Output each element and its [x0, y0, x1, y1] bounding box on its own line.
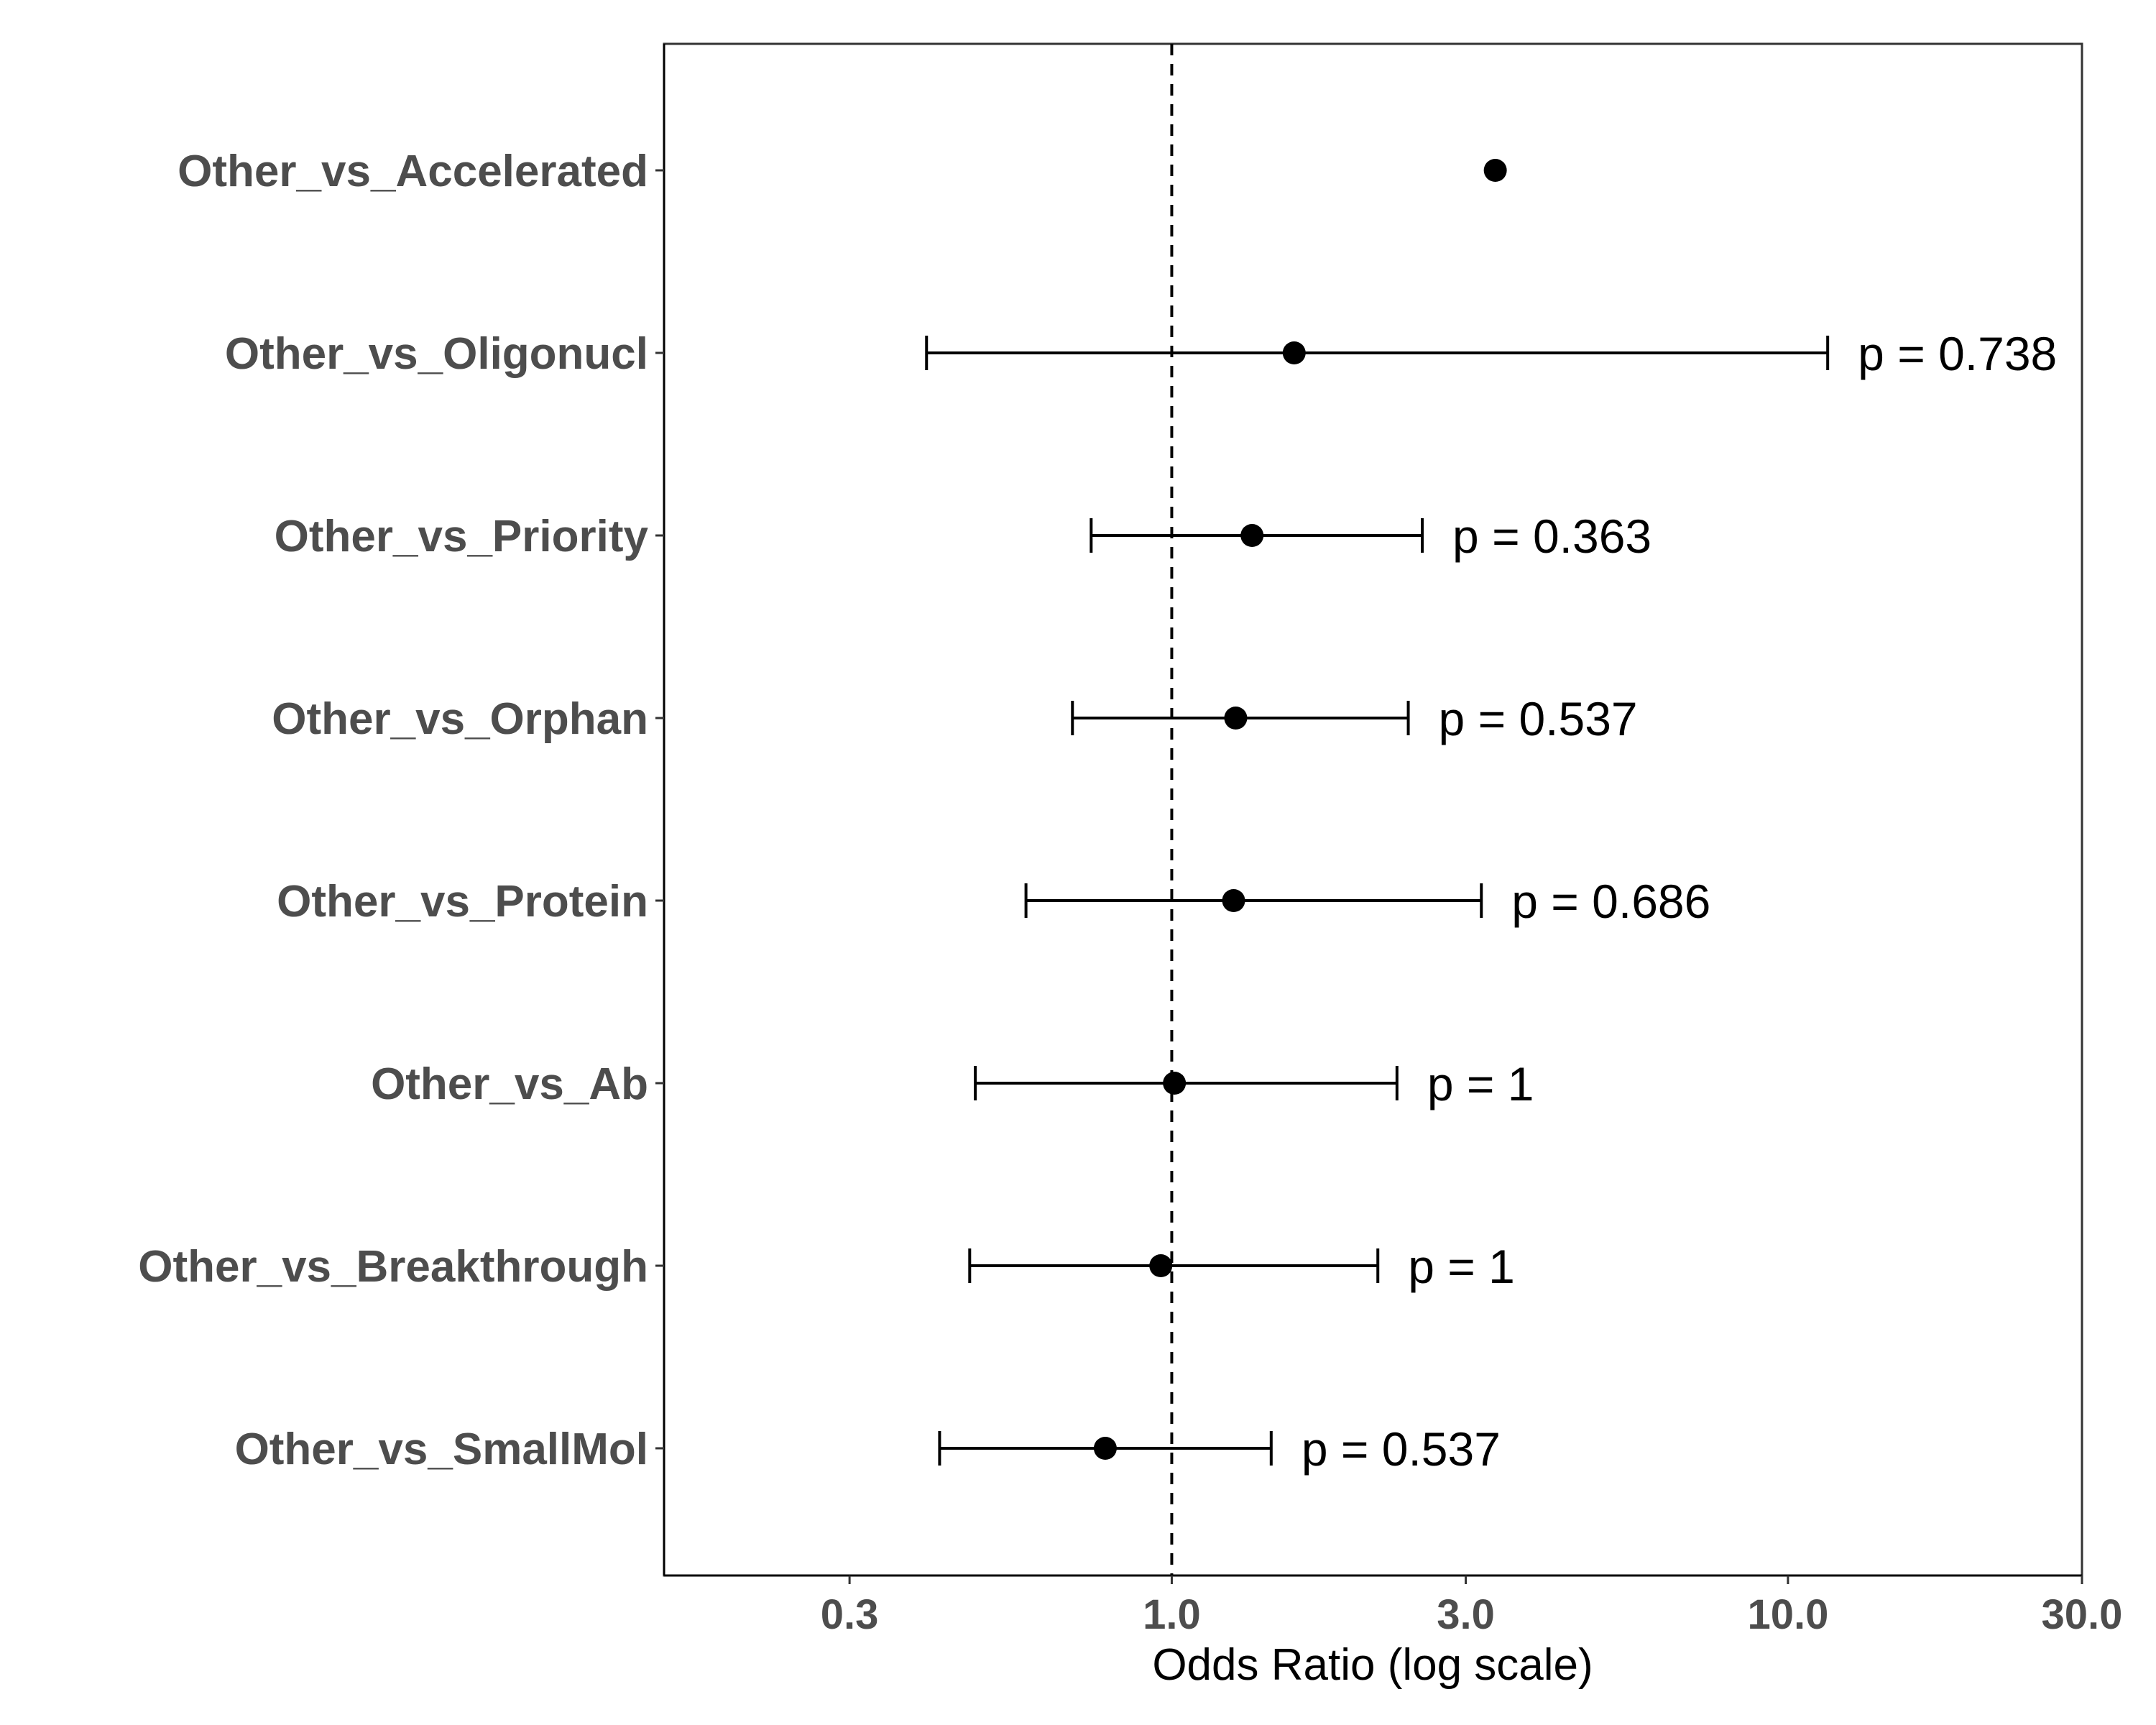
x-tick-label: 30.0: [2042, 1591, 2123, 1638]
estimate-point: [1149, 1254, 1173, 1277]
plot-panel: [663, 42, 2083, 1577]
p-value-label: p = 0.738: [1858, 327, 2057, 380]
y-tick-label: Other_vs_Oligonucl: [225, 329, 648, 379]
x-tick-label: 1.0: [1143, 1591, 1201, 1638]
estimate-point: [1240, 524, 1264, 547]
y-tick-label: Other_vs_Priority: [275, 512, 649, 561]
p-value-label: p = 0.686: [1511, 875, 1710, 928]
x-tick-label: 0.3: [821, 1591, 879, 1638]
y-tick-label: Other_vs_Protein: [277, 877, 648, 926]
y-tick-label: Other_vs_SmallMol: [235, 1425, 648, 1474]
estimate-point: [1483, 159, 1507, 182]
p-value-label: p = 0.537: [1439, 692, 1638, 745]
estimate-point: [1163, 1072, 1187, 1095]
y-tick-label: Other_vs_Accelerated: [178, 147, 648, 196]
x-tick-label: 3.0: [1437, 1591, 1495, 1638]
p-value-label: p = 1: [1408, 1240, 1515, 1293]
y-tick-label: Other_vs_Ab: [371, 1059, 648, 1109]
estimate-point: [1093, 1437, 1117, 1460]
estimate-point: [1224, 707, 1248, 730]
p-value-label: p = 0.537: [1302, 1422, 1501, 1476]
x-tick-label: 10.0: [1747, 1591, 1828, 1638]
p-value-label: p = 1: [1427, 1057, 1534, 1110]
y-tick-label: Other_vs_Breakthrough: [138, 1242, 648, 1292]
estimate-point: [1282, 341, 1306, 364]
x-axis-label: Odds Ratio (log scale): [1152, 1640, 1593, 1690]
y-tick-label: Other_vs_Orphan: [272, 694, 648, 744]
p-value-label: p = 0.363: [1452, 510, 1651, 563]
estimate-point: [1222, 889, 1245, 912]
